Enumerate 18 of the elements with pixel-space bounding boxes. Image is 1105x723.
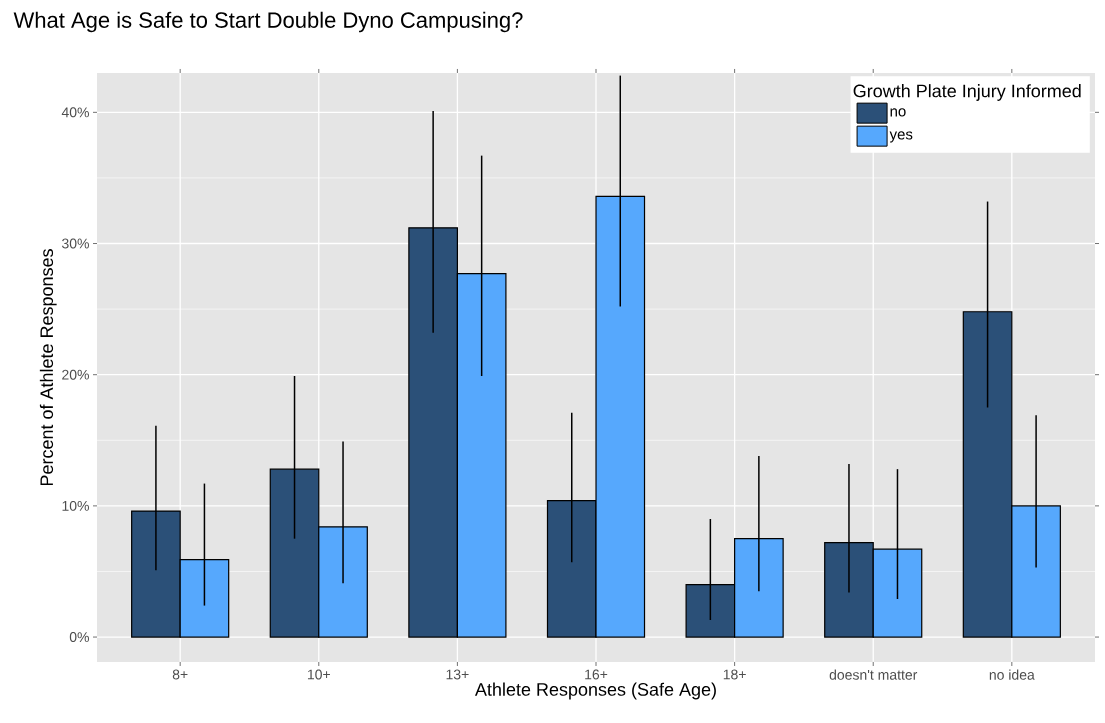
x-tick-label: 18+ (723, 669, 746, 680)
y-tick-label: 30% (62, 238, 89, 249)
y-tick-label: 40% (61, 107, 89, 118)
x-tick-label: 16+ (585, 669, 608, 680)
x-tick-label: doesn't matter (829, 669, 918, 680)
y-tick-label: 10% (62, 500, 89, 511)
y-tick-label: 20% (62, 369, 89, 380)
legend-title: Growth Plate Injury Informed (853, 84, 1081, 101)
chart-title: What Age is Safe to Start Double Dyno Campusing? (13, 11, 523, 33)
x-axis-title: Athlete Responses (Safe Age) (474, 682, 716, 700)
x-tick-label: 8+ (172, 669, 188, 680)
legend-label: yes (889, 131, 913, 143)
x-tick-label: 10+ (307, 669, 330, 680)
y-axis-title: Percent of Athlete Responses (39, 249, 57, 486)
y-tick-label: 0% (69, 632, 89, 643)
x-tick-label: 13+ (446, 669, 469, 680)
x-tick-label: no idea (989, 669, 1035, 680)
legend-label: no (890, 108, 906, 117)
